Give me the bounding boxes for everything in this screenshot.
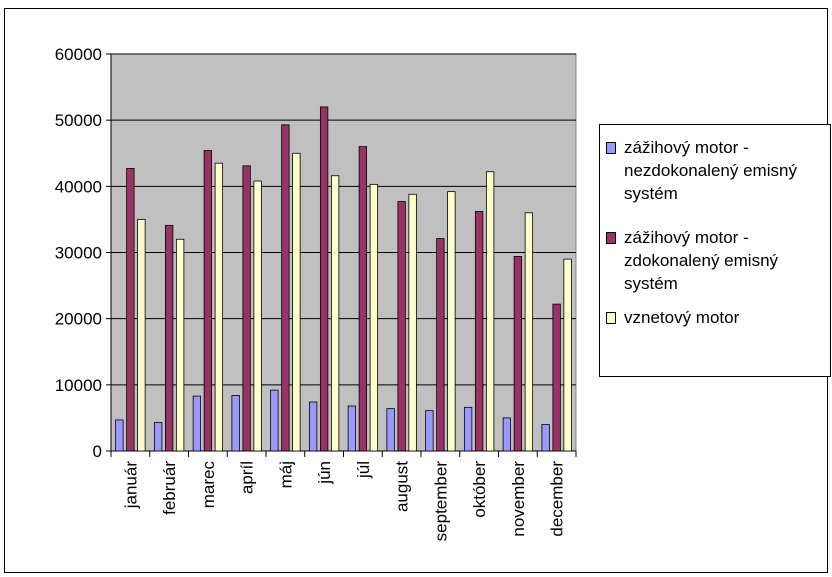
- bar-series-2: [552, 303, 561, 452]
- bar-series-3: [175, 238, 185, 452]
- bar-series-2: [126, 168, 135, 452]
- bar-series-2: [358, 146, 368, 452]
- bar-series-3: [485, 171, 495, 452]
- bar-series-2: [281, 124, 290, 452]
- x-tick-label: apríl: [238, 461, 257, 494]
- x-tick-label: august: [393, 461, 412, 512]
- legend-swatch-series-1: [606, 142, 616, 154]
- bar-series-1: [502, 417, 512, 452]
- bar-series-1: [192, 395, 202, 452]
- legend-label-series-2: zážihový motor - zdokonalený emisný syst…: [624, 228, 779, 293]
- bar-series-2: [242, 165, 251, 452]
- bar-series-2: [319, 106, 329, 452]
- legend-swatch-series-3: [606, 312, 616, 324]
- bar-series-1: [308, 401, 318, 452]
- bar-series-3: [447, 191, 456, 452]
- plot-area: 0 10000 20000 30000 40000 50000 60000 január feb…: [55, 45, 577, 542]
- x-tick-label: december: [548, 461, 567, 537]
- bar-series-3: [408, 193, 417, 452]
- bar-series-3: [292, 152, 301, 452]
- bar-series-1: [347, 405, 357, 452]
- bar-series-1: [541, 424, 550, 452]
- bar-series-3: [214, 162, 224, 452]
- x-tick-label: január: [121, 461, 140, 510]
- y-tick-label: 50000: [55, 111, 102, 130]
- bar-series-2: [474, 211, 484, 452]
- bar-series-3: [563, 258, 572, 452]
- x-tick-label: jún: [315, 461, 334, 485]
- bar-series-3: [369, 183, 379, 452]
- x-tick-label: marec: [199, 461, 218, 509]
- chart-frame: 0 10000 20000 30000 40000 50000 60000 január feb…: [4, 8, 831, 573]
- bar-series-2: [397, 201, 406, 452]
- x-tick-label: november: [509, 461, 528, 537]
- y-tick-label: 0: [93, 442, 102, 461]
- bar-series-1: [270, 389, 279, 452]
- bar-series-2: [164, 224, 174, 452]
- legend-item-series-3: vznetový motor: [606, 306, 828, 329]
- bar-series-1: [153, 422, 163, 452]
- bar-series-1: [386, 408, 395, 452]
- bar-series-2: [513, 256, 523, 452]
- bar-series-3: [524, 212, 534, 452]
- bar-series-1: [425, 410, 434, 452]
- y-tick-label: 40000: [55, 177, 102, 196]
- x-tick-label: máj: [276, 461, 295, 488]
- bar-series-1: [231, 395, 240, 452]
- legend-item-series-1: zážihový motor - nezdokonalený emisný sy…: [606, 136, 828, 205]
- x-tick-label: september: [431, 461, 450, 542]
- bar-series-3: [330, 175, 340, 452]
- y-tick-label: 20000: [55, 310, 102, 329]
- y-tick-label: 30000: [55, 244, 102, 263]
- bar-series-1: [115, 419, 124, 452]
- bar-series-3: [137, 219, 146, 452]
- bar-series-3: [253, 180, 262, 452]
- y-tick-label: 10000: [55, 376, 102, 395]
- legend-label-series-3: vznetový motor: [624, 308, 740, 327]
- legend-swatch-series-2: [606, 232, 616, 244]
- bar-series-1: [463, 406, 473, 452]
- x-tick-label: február: [160, 461, 179, 515]
- bar-chart: 0 10000 20000 30000 40000 50000 60000 január feb…: [55, 45, 577, 542]
- bar-series-2: [436, 238, 445, 452]
- x-tick-label: júl: [354, 461, 373, 479]
- x-tick-label: október: [470, 461, 489, 518]
- legend-item-series-2: zážihový motor - zdokonalený emisný syst…: [606, 226, 828, 295]
- y-tick-label: 60000: [55, 45, 102, 64]
- bar-series-2: [203, 150, 213, 452]
- legend: zážihový motor - nezdokonalený emisný sy…: [599, 124, 831, 377]
- legend-label-series-1: zážihový motor - nezdokonalený emisný sy…: [624, 138, 797, 203]
